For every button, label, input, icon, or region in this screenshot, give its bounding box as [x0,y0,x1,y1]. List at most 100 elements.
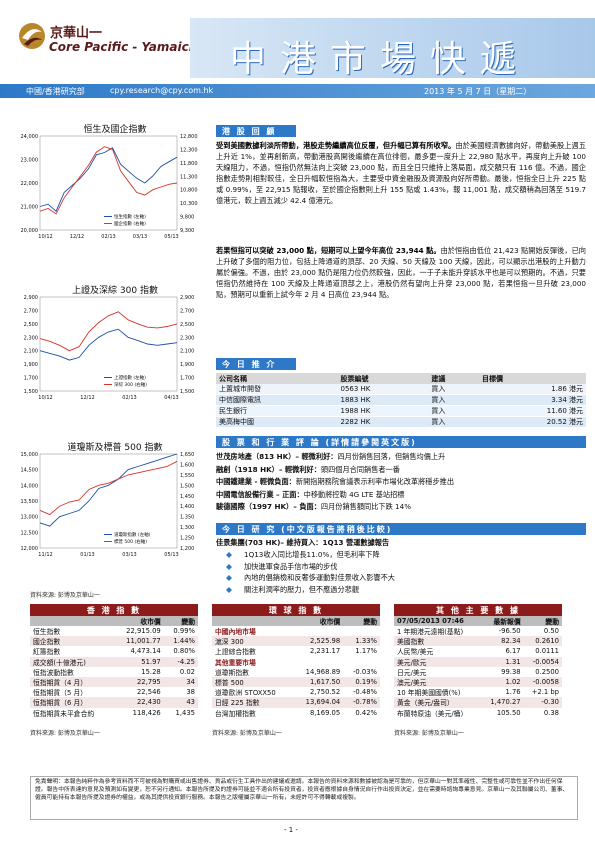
ticker: 0563 HK [337,384,429,395]
y-left-tick-label: 12,000 [21,546,39,552]
market-review-p1-lead: 受到美國數據利淡所帶動，港股走勢繼續高位反覆，但升幅已算有所收窄。 [216,141,456,150]
bullet-diamond-icon [226,552,232,558]
index-name: 標普 500 [212,676,294,688]
change: 0.50 [523,626,562,637]
x-tick-label: 01/13 [80,552,94,558]
x-tick-label: 02/13 [122,395,136,401]
close-price: 4,473.14 [113,646,164,657]
change: -0.0058 [523,676,562,688]
market-review-p1-body: 由於美國經濟數據向好，帶動美股上週五上升近 1%，並再創新高，帶動港股高開後繼續… [216,141,586,205]
bullet-diamond-icon [226,586,232,593]
close-price: 2,525.98 [293,636,344,647]
od-col-2: 變動 [523,616,562,626]
target-price: 20.52 港元 [479,416,586,428]
change: -4.25 [163,656,198,667]
close-price: 8,169.05 [293,707,344,718]
change: 0.42% [343,707,380,718]
index-name: 紅籌指數 [30,646,114,657]
y-left-tick-label: 23,000 [21,158,39,164]
hk-indices-heading: 香 港 指 數 [30,604,198,616]
series-line-1 [39,146,178,215]
index-name: 恒指波動指數 [30,666,114,677]
recommendation-row: 民生銀行 1988 HK 買入 11.60 港元 [216,405,586,417]
close-price: 22,430 [113,697,164,708]
hk-index-row: 恒生指數 22,915.09 0.99% [30,626,198,637]
index-name: 道瓊斯指數 [212,666,294,677]
plot-frame [39,296,178,392]
y-left-tick-label: 21,000 [21,205,39,211]
market-review-p2-lead: 若果恒指可以突破 23,000 點，短期可以上望今年高位 23,944 點。 [216,246,441,255]
other-data-heading: 其 他 主 要 數 據 [394,604,562,616]
ticker: 1883 HK [337,394,429,406]
x-tick-label: 05/13 [164,552,178,558]
close-price: 13,694.04 [293,697,344,708]
disclaimer-text: 免責聲明：本報告純粹作為參考資料而不可被視為對購買或出售證券、貨品或衍生工具作出… [35,779,569,801]
target-price: 11.60 港元 [479,405,586,417]
news-item-headline: 融創（1918 HK）– 輕微利好： [216,464,321,474]
hk-index-row: 恒指期貨（6 月） 22,430 43 [30,697,198,708]
contact-email-link[interactable]: cpy.research@cpy.com.hk [110,86,214,95]
x-tick-label: 10/12 [38,234,52,240]
research-bullet: 加快進軍食品手信市場的步伐 [226,562,337,572]
other-data-row: 10 年期美國國債(%) 1.76 +2.1 bp [394,687,562,698]
y-left-tick-label: 14,500 [21,468,39,474]
research-bullet: 1Q13收入同比增長11.0%，但毛利率下降 [226,550,380,560]
y-right-tick-label: 1,250 [180,536,194,542]
index-name: 日經 225 指數 [212,697,294,708]
change: -0.0054 [523,656,562,667]
company-logo-icon [19,23,45,49]
hk-index-row: 國企指數 11,001.77 1.44% [30,636,198,647]
y-right-tick-label: 2,700 [180,308,194,314]
company-name: 中信國際電訊 [216,394,338,406]
news-item-headline: 世茂房地產（813 HK）– 輕微利好： [216,452,338,461]
market-review-para-1: 受到美國數據利淡所帶動，港股走勢繼續高位反覆，但升幅已算有所收窄。由於美國經濟數… [216,140,586,206]
change: -0.48% [343,687,380,698]
change: 0.80% [163,646,198,657]
rating: 買入 [428,416,479,428]
y-left-tick-label: 13,500 [21,499,39,505]
col-rating: 建議 [428,373,479,384]
series-line-1 [39,311,178,352]
rating: 買入 [428,405,479,417]
y-right-tick-label: 1,350 [180,515,194,521]
section-head-market-review: 港 股 回 顧 [216,125,296,137]
other-data-table: 其 他 主 要 數 據 07/05/2013 07:46 最新報價 變動 1 年期港… [394,604,562,718]
y-right-tick-label: 2,900 [180,295,194,301]
change: 0.0111 [523,646,562,657]
x-tick-label: 11/12 [38,552,52,558]
item-name: 美元/歐元 [394,656,482,667]
hk-col-0 [30,616,114,626]
y-left-tick-label: 20,000 [21,228,39,234]
change: 38 [163,687,198,698]
item-name: 布蘭特原油（美元/桶） [394,707,482,718]
hk-col-1: 收市價 [113,616,164,626]
source-note-global: 資料來源: 彭博及京華山一 [212,730,282,737]
news-item: 融創（1918 HK）– 輕微利好：頭四個月合同銷售者一番 [216,464,400,476]
disclaimer-box [30,776,578,820]
news-item-headline: 駿德國際（1997 HK）– 負面： [216,502,321,511]
index-name: 恒指期貨未平倉合約 [30,707,114,718]
latest-quote: 1.76 [481,687,524,698]
index-name: 台灣加權指數 [212,707,294,718]
x-tick-label: 04/13 [164,395,178,401]
y-right-tick-label: 9,800 [180,215,194,221]
x-tick-label: 12/12 [80,395,94,401]
hk-index-row: 紅籌指數 4,473.14 0.80% [30,646,198,657]
y-left-tick-label: 1,900 [24,362,38,368]
news-item-text: 四月份銷售回落，但銷售均價上升 [337,452,446,461]
y-right-tick-label: 2,300 [180,335,194,341]
y-left-tick-label: 13,000 [21,515,39,521]
company-name: 民生銀行 [216,405,338,417]
x-tick-label: 05/13 [164,234,178,240]
latest-quote: 1.31 [481,656,524,667]
chart-hsi-hscei: 20,000 21,000 22,000 23,000 24,000 9,300 9,800… [21,134,198,240]
y-right-tick-label: 12,800 [180,134,198,140]
rating: 買入 [428,384,479,395]
department-label: 中國/香港研究部 [26,87,85,96]
other-data-row: 澳元/美元 1.02 -0.0058 [394,676,562,688]
research-bullet: 內地的倡銷檢和反奢侈運動對佳景收入影響不大 [226,573,395,583]
index-name: 國企指數 [30,636,114,647]
change: -0.30 [523,697,562,708]
series-line-1 [39,460,178,516]
research-bullet-text: 加快進軍食品手信市場的步伐 [244,561,338,571]
